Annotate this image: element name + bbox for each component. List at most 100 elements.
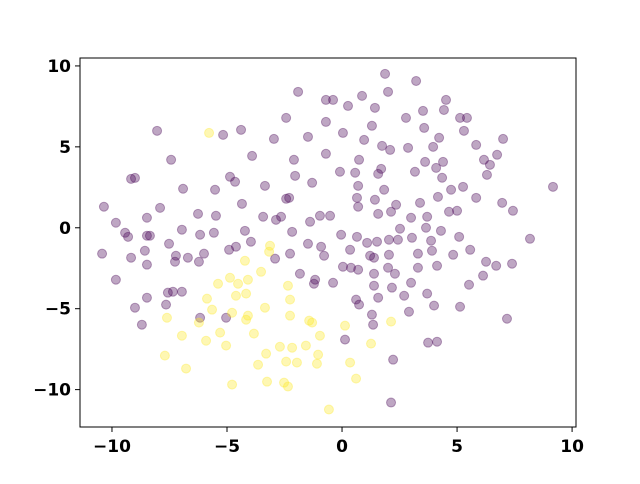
scatter-point <box>218 129 229 140</box>
scatter-point <box>419 122 430 133</box>
scatter-point <box>245 236 256 247</box>
scatter-point <box>287 342 298 353</box>
scatter-point <box>316 241 327 252</box>
scatter-point <box>366 120 377 131</box>
scatter-point <box>221 312 232 323</box>
scatter-point <box>110 274 121 285</box>
scatter-point <box>193 208 204 219</box>
x-tick-label: 5 <box>451 437 463 457</box>
scatter-point <box>307 177 318 188</box>
scatter-point <box>302 131 313 142</box>
scatter-point <box>320 94 331 105</box>
scatter-point <box>372 236 383 247</box>
scatter-point <box>366 309 377 320</box>
scatter-point <box>328 94 339 105</box>
scatter-point <box>167 286 178 297</box>
scatter-point <box>256 266 267 277</box>
scatter-point <box>497 197 508 208</box>
scatter-point <box>230 176 241 187</box>
scatter-point <box>386 397 397 408</box>
scatter-point <box>507 258 518 269</box>
scatter-point <box>471 139 482 150</box>
scatter-point <box>383 249 394 260</box>
scatter-point <box>429 300 440 311</box>
scatter-point <box>230 241 241 252</box>
scatter-point <box>161 312 172 323</box>
scatter-point <box>166 154 177 165</box>
scatter-point <box>383 234 394 245</box>
scatter-point <box>426 235 437 246</box>
scatter-point <box>239 255 250 266</box>
scatter-point <box>351 192 362 203</box>
scatter-point <box>428 141 439 152</box>
scatter-point <box>458 181 469 192</box>
scatter-point <box>435 225 446 236</box>
scatter-point <box>391 199 402 210</box>
scatter-point <box>170 250 181 261</box>
scatter-point <box>422 288 433 299</box>
scatter-point <box>353 264 364 275</box>
scatter-point <box>395 223 406 234</box>
scatter-point <box>294 268 305 279</box>
y-tick-label: 0 <box>59 219 71 239</box>
scatter-point <box>230 290 241 301</box>
scatter-point <box>304 315 315 326</box>
y-tick-label: 10 <box>47 57 71 77</box>
scatter-point <box>431 162 442 173</box>
y-tick-label: −10 <box>33 381 71 401</box>
scatter-point <box>388 354 399 365</box>
scatter-point <box>248 328 259 339</box>
scatter-point <box>406 277 417 288</box>
scatter-point <box>465 244 476 255</box>
scatter-point <box>426 245 437 256</box>
scatter-point <box>110 217 121 228</box>
scatter-point <box>281 356 292 367</box>
scatter-point <box>97 248 108 259</box>
scatter-point <box>481 169 492 180</box>
scatter-point <box>201 335 212 346</box>
scatter-point <box>491 260 502 271</box>
scatter-point <box>314 330 325 341</box>
scatter-point <box>343 100 354 111</box>
scatter-point <box>288 154 299 165</box>
scatter-point <box>126 173 137 184</box>
scatter-point <box>176 330 187 341</box>
scatter-point <box>411 75 422 86</box>
scatter-point <box>386 206 397 217</box>
scatter-point <box>144 230 155 241</box>
scatter-point <box>373 168 384 179</box>
scatter-point <box>285 248 296 259</box>
scatter-point <box>281 193 292 204</box>
scatter-point <box>242 274 253 285</box>
scatter-point <box>432 336 443 347</box>
scatter-point <box>492 149 503 160</box>
scatter-point <box>281 112 292 123</box>
scatter-point <box>215 327 226 338</box>
scatter-point <box>437 172 448 183</box>
scatter-point <box>233 278 244 289</box>
scatter-point <box>498 133 509 144</box>
scatter-point <box>357 90 368 101</box>
scatter-point <box>270 253 281 264</box>
y-tick-label: −5 <box>45 300 71 320</box>
scatter-point <box>458 125 469 136</box>
scatter-point <box>386 282 397 293</box>
scatter-point <box>207 304 218 315</box>
scatter-point <box>126 252 137 263</box>
scatter-point <box>351 231 362 242</box>
scatter-point <box>362 237 373 248</box>
scatter-point <box>284 192 295 203</box>
scatter-point <box>129 302 140 313</box>
scatter-point <box>350 167 361 178</box>
scatter-point <box>484 159 495 170</box>
scatter-point <box>434 132 445 143</box>
scatter-point <box>412 262 423 273</box>
scatter-point <box>369 268 380 279</box>
scatter-point <box>261 348 272 359</box>
scatter-point <box>300 340 311 351</box>
scatter-point <box>320 116 331 127</box>
scatter-point <box>271 214 282 225</box>
scatter-point <box>380 68 391 79</box>
